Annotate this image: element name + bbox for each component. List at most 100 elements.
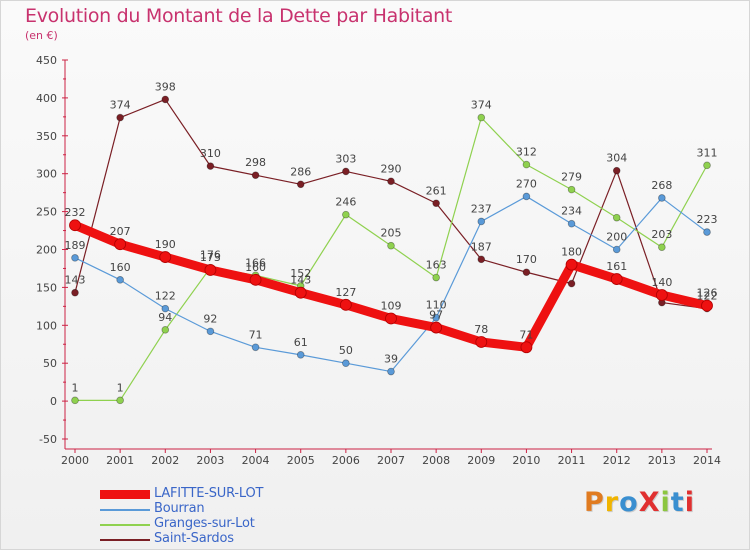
data-point [71,254,79,262]
data-point [294,286,307,299]
data-point [116,276,124,284]
data-label: 223 [697,213,718,226]
legend-swatch [100,490,150,499]
data-label: 140 [651,276,672,289]
legend-label: Granges-sur-Lot [154,516,255,531]
data-point [116,396,124,405]
data-label: 71 [249,328,263,341]
data-label: 39 [384,353,398,366]
data-label: 270 [516,177,537,190]
data-label: 279 [561,171,582,184]
data-point [522,160,531,169]
proxiti-logo: ProXiti [584,487,695,518]
data-label: 110 [426,299,447,312]
data-point [522,192,531,201]
data-label: 312 [516,146,537,159]
data-label: 205 [381,227,402,240]
x-tick-label: 2003 [196,454,224,467]
data-point [116,113,124,122]
data-point [296,351,305,359]
y-tick-label: 0 [50,395,57,408]
data-label: 268 [651,179,672,192]
x-tick-label: 2008 [422,454,450,467]
x-tick-label: 2010 [512,454,540,467]
data-label: 310 [200,147,221,160]
data-point [703,228,711,236]
data-point [432,313,440,322]
data-label: 143 [290,274,311,287]
data-point [71,288,79,297]
data-label: 207 [110,225,131,238]
logo-letter: i [660,487,671,518]
data-label: 78 [474,323,488,336]
x-tick-label: 2009 [467,454,495,467]
data-point [249,273,262,286]
y-tick-label: 200 [36,244,57,257]
data-label: 234 [561,205,582,218]
data-point [387,367,395,376]
data-label: 160 [245,261,266,274]
data-point [159,251,172,263]
data-point [339,298,352,311]
data-label: 50 [339,344,353,357]
x-tick-label: 2005 [287,454,315,467]
data-point [522,268,531,277]
y-tick-label: 100 [36,319,57,332]
data-point [567,185,576,194]
data-point [206,327,215,336]
y-tick-label: 150 [36,281,57,294]
data-label: 92 [203,312,217,325]
data-label: 160 [110,261,131,274]
y-tick-label: -50 [39,433,57,446]
data-label: 97 [429,309,443,322]
x-tick-label: 2001 [106,454,134,467]
data-point [475,336,488,348]
data-label: 374 [471,99,492,112]
data-point [387,177,395,186]
x-tick-label: 2002 [151,454,179,467]
data-point [342,210,350,219]
data-point [71,396,79,405]
y-tick-label: 300 [36,168,57,181]
data-label: 246 [335,196,356,209]
data-label: 304 [606,152,627,165]
legend-swatch [100,524,150,526]
data-label: 1 [72,381,79,394]
data-label: 180 [561,246,582,259]
data-label: 152 [290,267,311,280]
chart-subtitle: (en €) [25,29,58,42]
data-label: 170 [516,253,537,266]
data-label: 261 [426,184,447,197]
logo-letter: o [619,487,639,518]
data-point [612,245,621,254]
data-label: 173 [200,251,221,264]
data-point [432,199,440,208]
series-line [74,195,708,373]
data-point [385,312,397,325]
data-label: 143 [65,274,86,287]
data-point [206,162,215,170]
data-point [161,95,170,104]
data-label: 286 [290,165,311,178]
data-point [567,219,576,228]
x-tick-label: 2014 [693,454,721,467]
data-label: 109 [381,299,402,312]
data-point [342,167,350,176]
data-label: 189 [65,239,86,252]
data-point [658,194,666,202]
data-label: 61 [294,336,308,349]
data-label: 94 [158,311,172,324]
data-label: 374 [110,99,131,112]
data-point [477,255,486,264]
data-point [520,341,533,354]
x-tick-label: 2011 [558,454,586,467]
y-tick-label: 50 [43,357,57,370]
data-label: 127 [335,286,356,299]
data-label: 163 [426,259,447,272]
data-point [655,289,668,301]
legend-label: Saint-Sardos [154,531,234,546]
data-label: 71 [519,328,533,341]
x-tick-label: 2004 [242,454,270,467]
